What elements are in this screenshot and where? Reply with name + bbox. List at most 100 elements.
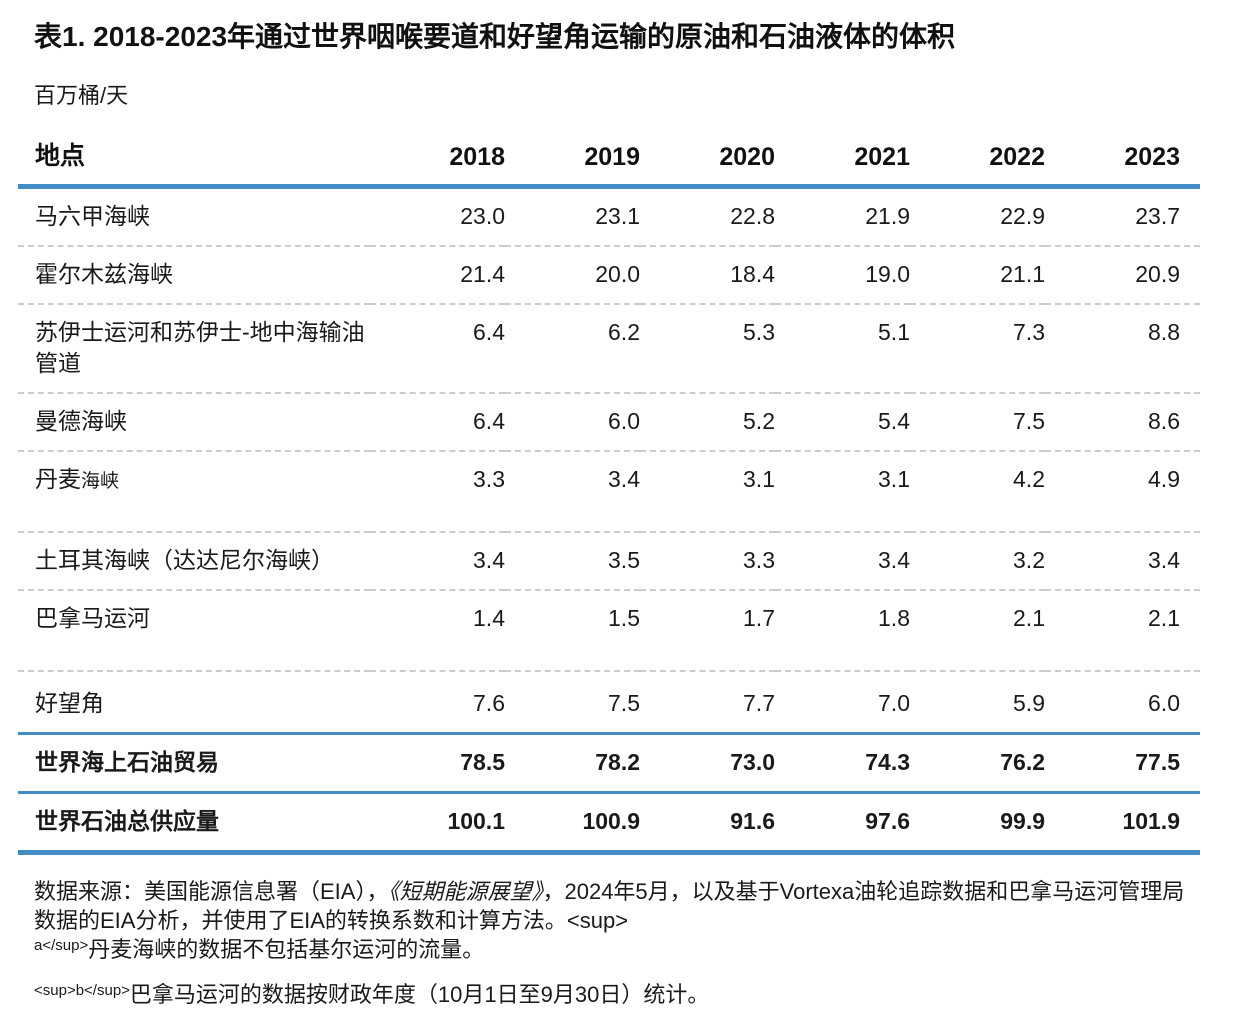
table-cell: 5.9 <box>910 671 1045 736</box>
column-header-2019: 2019 <box>505 131 640 189</box>
table-cell: 78.5 <box>370 733 505 795</box>
column-header-2018: 2018 <box>370 131 505 189</box>
table-cell: 76.2 <box>910 733 1045 795</box>
table-cell: 5.3 <box>640 303 775 394</box>
row-label: 好望角 <box>18 671 370 736</box>
table-cell: 5.2 <box>640 392 775 453</box>
table-row-suez: 苏伊士运河和苏伊士-地中海输油管道 6.4 6.2 5.3 5.1 7.3 8.… <box>18 303 1200 394</box>
column-header-2021: 2021 <box>775 131 910 189</box>
table-cell: 8.8 <box>1045 303 1200 394</box>
column-header-2020: 2020 <box>640 131 775 189</box>
table-cell: 22.9 <box>910 186 1045 247</box>
table-row-world-maritime-oil-trade: 世界海上石油贸易 78.5 78.2 73.0 74.3 76.2 77.5 <box>18 733 1200 795</box>
header-row: 地点 2018 2019 2020 2021 2022 2023 <box>18 131 1200 189</box>
source-note: 数据来源：美国能源信息署（EIA），《短期能源展望》，2024年5月，以及基于V… <box>34 877 1186 964</box>
row-label: 世界石油总供应量 <box>18 792 370 856</box>
row-label: 丹麦海峡 <box>18 451 370 534</box>
table-cell: 3.5 <box>505 532 640 592</box>
table-cell: 3.4 <box>370 532 505 592</box>
table-cell: 6.2 <box>505 303 640 394</box>
table-cell: 20.9 <box>1045 245 1200 305</box>
row-label: 霍尔木兹海峡 <box>18 245 370 305</box>
table-cell: 1.4 <box>370 590 505 673</box>
table-row-world-total-oil-supply: 世界石油总供应量 100.1 100.9 91.6 97.6 99.9 101.… <box>18 792 1200 856</box>
table-cell: 3.4 <box>1045 532 1200 592</box>
table-row-malacca: 马六甲海峡 23.0 23.1 22.8 21.9 22.9 23.7 <box>18 186 1200 247</box>
footnote-b-text: 巴拿马运河的数据按财政年度（10月1日至9月30日）统计。 <box>129 982 710 1008</box>
table-cell: 7.5 <box>910 392 1045 453</box>
footnote-b: <sup>b</sup>巴拿马运河的数据按财政年度（10月1日至9月30日）统计… <box>34 980 1186 1009</box>
table-cell: 91.6 <box>640 792 775 856</box>
table-cell: 1.5 <box>505 590 640 673</box>
table-cell: 6.4 <box>370 392 505 453</box>
table-cell: 3.1 <box>775 451 910 534</box>
footnotes: 数据来源：美国能源信息署（EIA），《短期能源展望》，2024年5月，以及基于V… <box>34 877 1186 1009</box>
table-title: 表1. 2018-2023年通过世界咽喉要道和好望角运输的原油和石油液体的体积 <box>34 21 956 52</box>
table-cell: 73.0 <box>640 733 775 795</box>
footnote-b-marker: <sup>b</sup> <box>34 982 130 1000</box>
table-cell: 21.9 <box>775 186 910 247</box>
row-label: 土耳其海峡（达达尼尔海峡） <box>18 532 370 592</box>
footnote-a-marker: a</sup> <box>34 937 89 955</box>
table-cell: 74.3 <box>775 733 910 795</box>
table-cell: 19.0 <box>775 245 910 305</box>
table-cell: 7.3 <box>910 303 1045 394</box>
table-cell: 2.1 <box>910 590 1045 673</box>
table-cell: 21.1 <box>910 245 1045 305</box>
table-cell: 5.1 <box>775 303 910 394</box>
table-cell: 7.5 <box>505 671 640 736</box>
table-cell: 20.0 <box>505 245 640 305</box>
table-cell: 6.0 <box>505 392 640 453</box>
table-cell: 1.8 <box>775 590 910 673</box>
column-header-2022: 2022 <box>910 131 1045 189</box>
table-cell: 2.1 <box>1045 590 1200 673</box>
table-row-turkish-straits: 土耳其海峡（达达尼尔海峡） 3.4 3.5 3.3 3.4 3.2 3.4 <box>18 532 1200 592</box>
table-cell: 4.2 <box>910 451 1045 534</box>
table-cell: 22.8 <box>640 186 775 247</box>
table-cell: 21.4 <box>370 245 505 305</box>
row-label: 巴拿马运河 <box>18 590 370 673</box>
table-row-cape-of-good-hope: 好望角 7.6 7.5 7.7 7.0 5.9 6.0 <box>18 671 1200 736</box>
row-label: 苏伊士运河和苏伊士-地中海输油管道 <box>18 303 370 394</box>
table-cell: 23.1 <box>505 186 640 247</box>
table-cell: 23.7 <box>1045 186 1200 247</box>
table-cell: 8.6 <box>1045 392 1200 453</box>
row-label: 马六甲海峡 <box>18 186 370 247</box>
table-cell: 23.0 <box>370 186 505 247</box>
table-cell: 3.4 <box>775 532 910 592</box>
table-cell: 99.9 <box>910 792 1045 856</box>
footnote-a-text: 丹麦海峡的数据不包括基尔运河的流量。 <box>88 937 485 963</box>
column-header-2023: 2023 <box>1045 131 1200 189</box>
table-cell: 7.6 <box>370 671 505 736</box>
table-cell: 3.3 <box>640 532 775 592</box>
table-cell: 101.9 <box>1045 792 1200 856</box>
table-cell: 18.4 <box>640 245 775 305</box>
table-row-bab-el-mandeb: 曼德海峡 6.4 6.0 5.2 5.4 7.5 8.6 <box>18 392 1200 453</box>
table-cell: 77.5 <box>1045 733 1200 795</box>
table-cell: 100.9 <box>505 792 640 856</box>
table-row-panama-canal: 巴拿马运河 1.4 1.5 1.7 1.8 2.1 2.1 <box>18 590 1200 673</box>
row-label: 曼德海峡 <box>18 392 370 453</box>
table-cell: 3.1 <box>640 451 775 534</box>
table-cell: 1.7 <box>640 590 775 673</box>
table-cell: 97.6 <box>775 792 910 856</box>
table-cell: 4.9 <box>1045 451 1200 534</box>
unit-label: 百万桶/天 <box>34 82 129 108</box>
chokepoint-volumes-table: 地点 2018 2019 2020 2021 2022 2023 马六甲海峡 2… <box>18 131 1200 856</box>
table-cell: 6.0 <box>1045 671 1200 736</box>
table-cell: 7.7 <box>640 671 775 736</box>
table-cell: 78.2 <box>505 733 640 795</box>
table-cell: 100.1 <box>370 792 505 856</box>
table-cell: 7.0 <box>775 671 910 736</box>
stray-sup-open-tag-text: <sup> <box>566 908 629 934</box>
source-publication-title: 《短期能源展望》 <box>388 879 543 905</box>
table-cell: 5.4 <box>775 392 910 453</box>
column-header-location: 地点 <box>18 131 370 189</box>
row-label-small-suffix: 海峡 <box>81 471 120 493</box>
table-cell: 3.4 <box>505 451 640 534</box>
table-cell: 6.4 <box>370 303 505 394</box>
row-label: 世界海上石油贸易 <box>18 733 370 795</box>
source-note-prefix: 数据来源：美国能源信息署（EIA）， <box>34 879 389 905</box>
table-row-danish-straits: 丹麦海峡 3.3 3.4 3.1 3.1 4.2 4.9 <box>18 451 1200 534</box>
